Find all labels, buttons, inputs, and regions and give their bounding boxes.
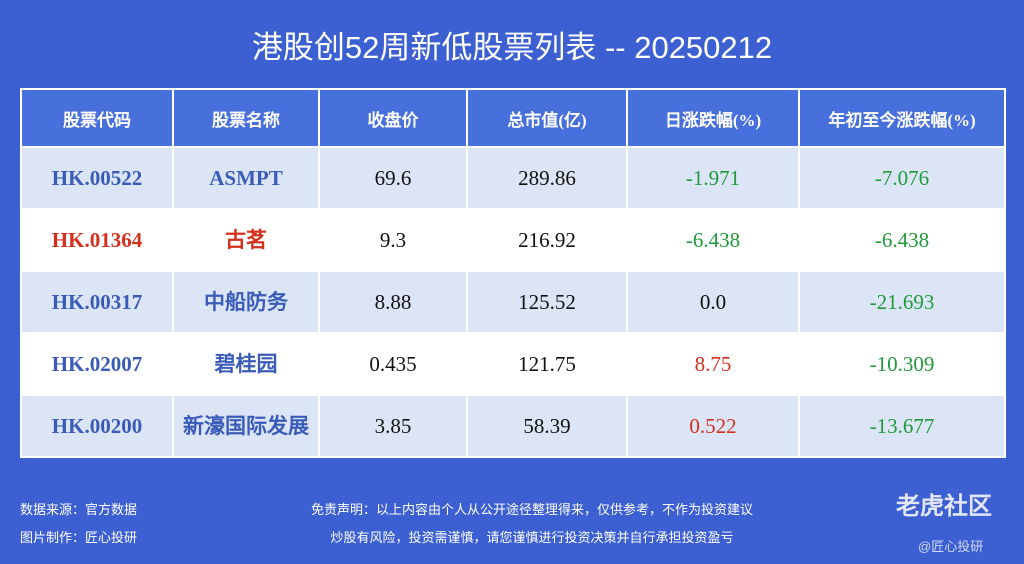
name: ASMPT [172, 146, 320, 210]
code: HK.00522 [20, 146, 174, 210]
column-header: 股票名称 [172, 88, 320, 148]
table-row: HK.01364 古茗 9.3 216.92 -6.438 -6.438 [20, 208, 1006, 272]
close: 8.88 [318, 270, 468, 334]
name: 新濠国际发展 [172, 394, 320, 458]
code: HK.01364 [20, 208, 174, 272]
table-row: HK.00522 ASMPT 69.6 289.86 -1.971 -7.076 [20, 146, 1006, 210]
column-header: 收盘价 [318, 88, 468, 148]
close: 69.6 [318, 146, 468, 210]
table-body: HK.00522 ASMPT 69.6 289.86 -1.971 -7.076 HK.01… [20, 146, 1006, 458]
title: 港股创52周新低股票列表 -- 20250212 [251, 30, 773, 65]
code: HK.02007 [20, 332, 174, 396]
disclaimer: 炒股有风险，投资需谨慎，请您谨慎进行投资决策并自行承担投资盈亏 [330, 530, 734, 545]
daily-change: -1.971 [626, 146, 800, 210]
table-row: HK.00317 中船防务 8.88 125.52 0.0 -21.693 [20, 270, 1006, 334]
close: 3.85 [318, 394, 468, 458]
stock-table: 股票代码 股票名称 收盘价 总市值(亿) 日涨跌幅(%) 年初至今涨跌幅(%) HK.00… [20, 88, 1006, 458]
watermark-user: @匠心投研 [918, 539, 984, 554]
code: HK.00317 [20, 270, 174, 334]
market-cap: 216.92 [466, 208, 628, 272]
market-cap: 121.75 [466, 332, 628, 396]
ytd-change: -21.693 [798, 270, 1006, 334]
source: 数据来源：官方数据 [20, 502, 138, 517]
ytd-change: -10.309 [798, 332, 1006, 396]
market-cap: 125.52 [466, 270, 628, 334]
watermark: 老虎社区 [896, 493, 992, 520]
author: 图片制作：匠心投研 [20, 530, 138, 545]
column-header: 日涨跌幅(%) [626, 88, 800, 148]
header-row: 股票代码 股票名称 收盘价 总市值(亿) 日涨跌幅(%) 年初至今涨跌幅(%) [20, 88, 1006, 148]
close: 9.3 [318, 208, 468, 272]
daily-change: 0.0 [626, 270, 800, 334]
market-cap: 289.86 [466, 146, 628, 210]
code: HK.00200 [20, 394, 174, 458]
name: 古茗 [172, 208, 320, 272]
ytd-change: -7.076 [798, 146, 1006, 210]
name: 碧桂园 [172, 332, 320, 396]
daily-change: 8.75 [626, 332, 800, 396]
ytd-change: -6.438 [798, 208, 1006, 272]
column-header: 总市值(亿) [466, 88, 628, 148]
daily-change: -6.438 [626, 208, 800, 272]
table-row: HK.00200 新濠国际发展 3.85 58.39 0.522 -13.677 [20, 394, 1006, 458]
close: 0.435 [318, 332, 468, 396]
name: 中船防务 [172, 270, 320, 334]
daily-change: 0.522 [626, 394, 800, 458]
column-header: 股票代码 [20, 88, 174, 148]
ytd-change: -13.677 [798, 394, 1006, 458]
table-row: HK.02007 碧桂园 0.435 121.75 8.75 -10.309 [20, 332, 1006, 396]
disclaimer: 免责声明：以上内容由个人从公开途径整理得来，仅供参考，不作为投资建议 [310, 502, 753, 517]
market-cap: 58.39 [466, 394, 628, 458]
column-header: 年初至今涨跌幅(%) [798, 88, 1006, 148]
